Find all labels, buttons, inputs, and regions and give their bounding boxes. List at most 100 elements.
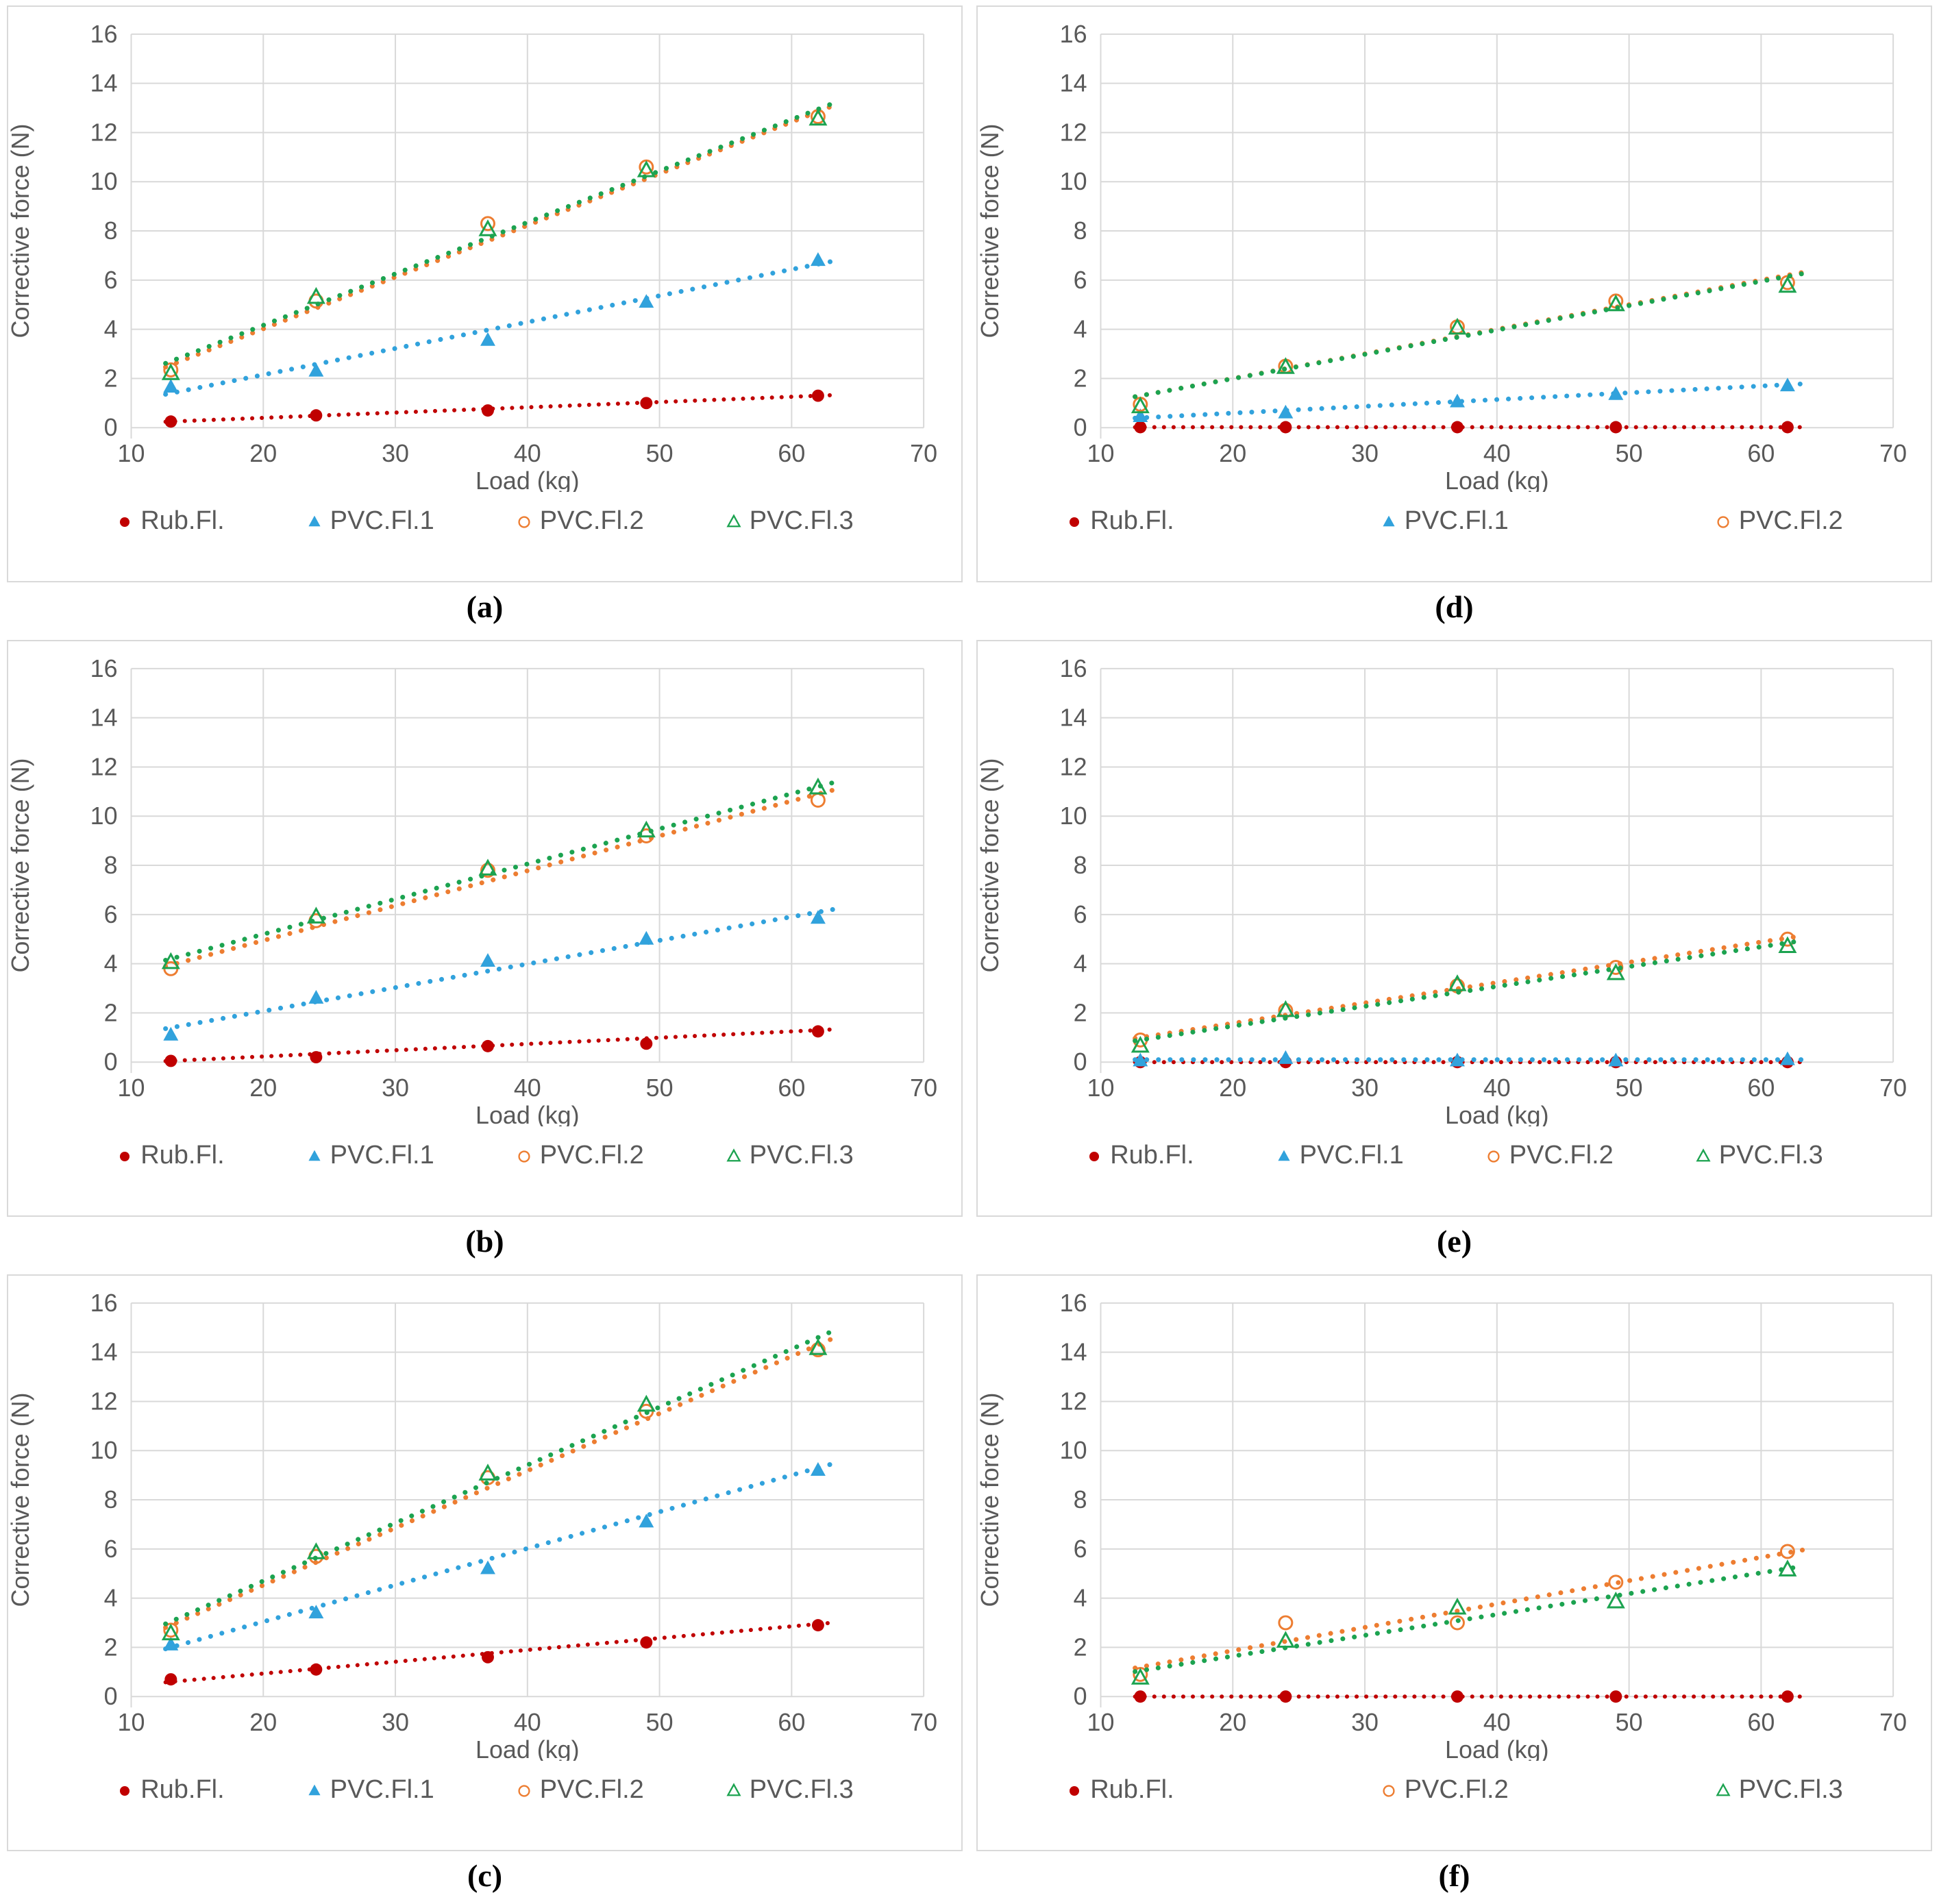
data-point-triangle-filled	[308, 989, 324, 1004]
x-tick-label: 30	[382, 1709, 409, 1736]
chart-box-d: 0 2 4 6 8 10 12 14 16 10 20 30 40 50 60 70 Corrective fo…	[976, 5, 1932, 582]
legend-marker-circle-open	[1383, 1785, 1395, 1797]
x-tick-label: 50	[646, 440, 674, 467]
y-tick-label: 4	[104, 1585, 118, 1612]
y-tick-label: 10	[90, 168, 118, 195]
data-point-circle-filled	[811, 1025, 824, 1038]
data-point-circle-open	[1487, 1150, 1500, 1163]
data-point-circle-filled	[164, 1673, 177, 1686]
y-tick-label: 12	[90, 1387, 118, 1415]
y-tick-label: 4	[1074, 316, 1087, 343]
y-tick-label: 0	[104, 1048, 118, 1076]
x-tick-label: 50	[646, 1074, 674, 1102]
y-tick-label: 0	[104, 414, 118, 441]
data-point-triangle-filled	[308, 1605, 324, 1619]
caption-d: (d)	[1435, 589, 1474, 624]
data-point-triangle-filled	[810, 910, 826, 924]
y-tick-label: 2	[1074, 1633, 1087, 1661]
x-tick-label: 20	[1219, 1709, 1246, 1736]
legend-marker-triangle-open	[726, 514, 741, 528]
legend-marker-circle-open	[518, 516, 530, 528]
legend-e: Rub.Fl. PVC.Fl.1 PVC.Fl.2 PVC.Fl.3	[978, 1126, 1931, 1185]
data-point-circle-open	[1779, 931, 1795, 947]
x-tick-label: 50	[646, 1709, 674, 1736]
data-point-triangle-open	[306, 286, 325, 304]
data-point-triangle-open	[478, 1463, 497, 1481]
x-tick-label: 60	[1747, 440, 1775, 467]
legend-marker-triangle-open	[1716, 1783, 1731, 1796]
data-point-circle-filled	[1134, 421, 1147, 434]
chart-box-e: 0 2 4 6 8 10 12 14 16 10 20 30 40 50 60 70 Corrective fo…	[976, 640, 1932, 1217]
trendline-pvcfl3	[1133, 271, 1806, 399]
legend-item-pvcfl2: PVC.Fl.2	[1485, 1141, 1614, 1170]
data-point-triangle-filled	[639, 930, 654, 945]
data-point-triangle-open	[1606, 963, 1625, 980]
panel-f: 0 2 4 6 8 10 12 14 16 10 20 30 40 50 60 70 Corrective fo…	[970, 1269, 1939, 1903]
data-point-circle-filled	[1451, 1690, 1463, 1703]
series-pvcfl1	[163, 910, 826, 1041]
data-point-circle-filled	[1134, 1690, 1147, 1703]
x-axis-title: Load (kg)	[476, 467, 580, 492]
data-point-circle-open	[518, 516, 530, 528]
chart-d: 0 2 4 6 8 10 12 14 16 10 20 30 40 50 60 70 Corrective fo…	[978, 21, 1907, 492]
legend-label: Rub.Fl.	[1090, 506, 1174, 536]
y-tick-label: 16	[1060, 1289, 1087, 1317]
y-tick-label: 4	[1074, 950, 1087, 978]
y-tick-label: 6	[104, 267, 118, 294]
legend-item-rubfl: Rub.Fl.	[1065, 1775, 1174, 1805]
data-point-triangle-filled	[163, 1636, 179, 1650]
x-tick-label: 10	[118, 1709, 145, 1736]
data-point-triangle-filled	[308, 1784, 321, 1796]
y-tick-label: 2	[104, 1633, 118, 1661]
legend-a: Rub.Fl. PVC.Fl.1 PVC.Fl.2 PVC.Fl.3	[8, 492, 961, 551]
data-point-circle-filled	[811, 389, 824, 402]
data-point-triangle-open	[306, 906, 325, 924]
data-point-triangle-filled	[1608, 386, 1624, 400]
x-tick-label: 10	[118, 1074, 145, 1102]
data-point-circle-open	[480, 863, 495, 878]
trendline-pvcfl3	[163, 1328, 837, 1627]
legend-item-rubfl: Rub.Fl.	[1065, 506, 1174, 536]
trendline-pvcfl2	[1133, 932, 1806, 1041]
legend-marker-circle-filled	[120, 517, 130, 527]
data-point-triangle-open	[726, 1148, 741, 1162]
series-pvcfl1	[163, 1462, 826, 1650]
trendline-pvcfl3	[163, 780, 837, 963]
panel-b: 0 2 4 6 8 10 12 14 16 10 20 30 40 50 60 70 Corrective fo…	[0, 634, 970, 1269]
data-point-circle-filled	[120, 1785, 130, 1796]
series-pvcfl3	[1131, 275, 1797, 414]
data-point-triangle-filled	[1278, 404, 1294, 419]
legend-item-pvcfl1: PVC.Fl.1	[1380, 506, 1509, 536]
legend-marker-triangle-filled	[308, 515, 321, 527]
x-tick-label: 30	[382, 1074, 409, 1102]
chart-box-c: 0 2 4 6 8 10 12 14 16 10 20 30 40 50 60 70 Corrective fo…	[7, 1274, 963, 1851]
data-point-triangle-open	[1448, 317, 1467, 335]
caption-e: (e)	[1436, 1223, 1472, 1259]
legend-marker-circle-open	[1487, 1150, 1500, 1163]
legend-marker-triangle-open	[726, 1783, 741, 1796]
data-point-circle-open	[480, 216, 495, 232]
x-tick-label: 70	[1879, 440, 1907, 467]
chart-c: 0 2 4 6 8 10 12 14 16 10 20 30 40 50 60 70 Corrective fo…	[8, 1289, 937, 1761]
y-axis-title: Corrective force (N)	[8, 124, 34, 338]
legend-label: PVC.Fl.2	[1404, 1775, 1509, 1805]
data-point-triangle-filled	[1133, 1052, 1148, 1067]
y-axis-title: Corrective force (N)	[8, 1393, 34, 1607]
legend-item-rubfl: Rub.Fl.	[1085, 1141, 1194, 1170]
x-tick-label: 30	[382, 440, 409, 467]
x-tick-label: 60	[1747, 1709, 1775, 1736]
x-tick-label: 10	[118, 440, 145, 467]
x-tick-label: 20	[1219, 440, 1246, 467]
legend-marker-circle-filled	[1070, 517, 1080, 527]
data-point-triangle-open	[1606, 1591, 1625, 1609]
y-tick-label: 12	[1060, 119, 1087, 146]
series-pvcfl1	[163, 252, 826, 393]
x-tick-label: 40	[514, 1709, 541, 1736]
y-tick-label: 16	[1060, 655, 1087, 682]
data-point-triangle-filled	[1450, 1052, 1465, 1067]
data-point-circle-filled	[1609, 1690, 1622, 1703]
x-tick-label: 40	[514, 1074, 541, 1102]
y-axis-title: Corrective force (N)	[8, 758, 34, 973]
legend-marker-triangle-filled	[1278, 1150, 1290, 1161]
data-point-circle-filled	[1279, 1690, 1292, 1703]
